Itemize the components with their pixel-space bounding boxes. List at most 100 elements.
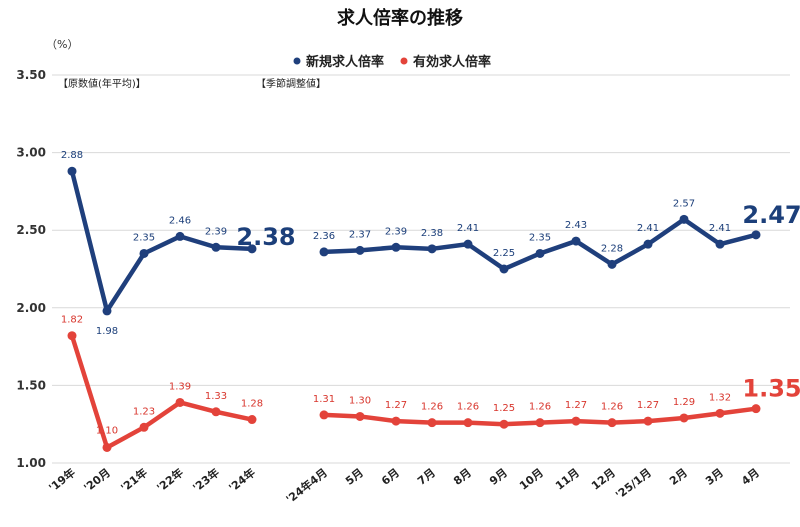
data-label: 2.43 — [565, 220, 587, 231]
data-label: 2.41 — [709, 223, 731, 234]
data-point — [499, 419, 509, 429]
data-label: 1.31 — [313, 394, 335, 405]
data-point — [427, 244, 437, 254]
gridlines — [52, 74, 790, 464]
data-label: 2.35 — [529, 232, 551, 243]
y-tick-label: 2.50 — [16, 223, 46, 237]
data-point — [427, 418, 437, 428]
data-label: 1.27 — [565, 400, 587, 411]
data-point — [139, 248, 149, 258]
data-label: 1.27 — [385, 400, 407, 411]
data-point — [463, 239, 473, 249]
x-tick-label: 6月 — [379, 466, 402, 488]
data-point — [175, 397, 185, 407]
legend: 新規求人倍率 有効求人倍率 — [293, 54, 491, 70]
x-tick-label: 3月 — [703, 466, 726, 488]
data-label: 2.39 — [205, 226, 227, 237]
data-point — [355, 245, 365, 255]
data-label: 1.23 — [133, 406, 155, 417]
x-axis-ticks: '19年 '20月 '21年 '22年 '23年 '24年 '24年4月 5月 6月 7月 8月 9月… — [46, 465, 762, 506]
data-point — [391, 416, 401, 426]
x-tick-label: '22年 — [154, 465, 186, 494]
series-points — [67, 166, 761, 452]
data-point — [211, 242, 221, 252]
x-tick-label: 4月 — [739, 466, 762, 488]
data-point — [391, 242, 401, 252]
data-label: 2.57 — [673, 198, 695, 209]
chart-title: 求人倍率の推移 — [337, 7, 463, 29]
x-tick-label: 11月 — [553, 466, 582, 492]
data-point — [211, 407, 221, 417]
data-point — [715, 408, 725, 418]
data-label: 1.25 — [493, 403, 515, 414]
data-label: 1.82 — [61, 315, 83, 326]
data-label: 1.10 — [96, 425, 118, 436]
data-point — [499, 264, 509, 274]
data-point — [463, 418, 473, 428]
data-point — [643, 416, 653, 426]
y-tick-label: 1.00 — [16, 456, 46, 470]
x-tick-label: '20月 — [81, 466, 112, 495]
data-point — [67, 166, 77, 176]
data-label: 2.38 — [421, 228, 443, 239]
data-label-latest: 2.47 — [742, 201, 800, 229]
series-line-new-annual — [69, 168, 255, 314]
data-label: 2.39 — [385, 226, 407, 237]
x-tick-label: '24年 — [226, 465, 258, 494]
data-point — [355, 411, 365, 421]
x-tick-label: 5月 — [343, 466, 366, 488]
data-point — [319, 410, 329, 420]
data-label: 1.39 — [169, 381, 191, 392]
data-label: 1.33 — [205, 391, 227, 402]
data-point — [175, 231, 185, 241]
data-point — [607, 259, 617, 269]
data-label: 2.28 — [601, 243, 623, 254]
data-point — [751, 404, 761, 414]
data-point — [102, 306, 112, 316]
y-unit-label: （%） — [46, 38, 78, 51]
data-point — [679, 413, 689, 423]
data-labels: 2.88 1.98 2.35 2.46 2.39 2.38 2.36 2.37 2.39 2.38… — [61, 150, 800, 436]
x-tick-label: 9月 — [487, 466, 510, 488]
data-point — [67, 331, 77, 341]
y-axis-ticks: 1.00 1.50 2.00 2.50 3.00 3.50 — [16, 68, 46, 470]
x-tick-label: '21年 — [118, 465, 150, 494]
data-label: 2.88 — [61, 150, 83, 161]
x-tick-label: '23年 — [190, 465, 222, 494]
data-label: 2.37 — [349, 229, 371, 240]
data-label: 2.46 — [169, 215, 191, 226]
data-label: 1.98 — [96, 326, 118, 337]
data-label: 1.26 — [421, 402, 443, 413]
data-label: 2.36 — [313, 231, 335, 242]
data-label: 2.41 — [637, 223, 659, 234]
x-tick-label: 8月 — [451, 466, 474, 488]
note-monthly: 【季節調整値】 — [256, 77, 326, 90]
x-tick-label: 12月 — [589, 466, 618, 492]
x-tick-label: 2月 — [667, 466, 690, 488]
note-annual: 【原数値(年平均)】 — [58, 77, 146, 90]
x-tick-label: '24年4月 — [283, 465, 330, 506]
x-tick-label: 10月 — [517, 466, 546, 492]
data-point — [571, 236, 581, 246]
x-tick-label: 7月 — [415, 466, 438, 488]
y-tick-label: 3.50 — [16, 68, 46, 82]
data-label: 1.26 — [457, 402, 479, 413]
data-point — [679, 214, 689, 224]
y-tick-label: 2.00 — [16, 301, 46, 315]
data-point — [643, 239, 653, 249]
data-label: 1.28 — [241, 399, 263, 410]
data-label: 1.32 — [709, 392, 731, 403]
y-tick-label: 1.50 — [16, 378, 46, 392]
data-label: 2.35 — [133, 232, 155, 243]
data-point — [751, 230, 761, 240]
data-point — [571, 416, 581, 426]
data-point — [247, 244, 257, 254]
data-label: 2.41 — [457, 223, 479, 234]
data-label: 1.30 — [349, 395, 371, 406]
data-point — [139, 422, 149, 432]
data-label: 1.26 — [601, 402, 623, 413]
data-label: 1.27 — [637, 400, 659, 411]
y-tick-label: 3.00 — [16, 146, 46, 160]
data-label-latest: 2.38 — [236, 223, 295, 251]
